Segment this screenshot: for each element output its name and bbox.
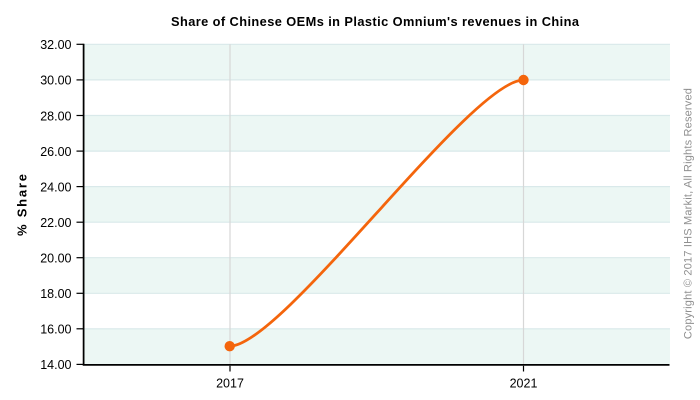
svg-text:24.00: 24.00: [40, 180, 71, 194]
svg-text:2017: 2017: [216, 377, 244, 391]
svg-text:16.00: 16.00: [40, 323, 71, 337]
svg-text:Copyright © 2017 IHS Markit, A: Copyright © 2017 IHS Markit, All Rights …: [683, 88, 695, 339]
svg-text:32.00: 32.00: [40, 38, 71, 52]
svg-text:18.00: 18.00: [40, 287, 71, 301]
svg-text:2021: 2021: [510, 377, 538, 391]
svg-text:% Share: % Share: [15, 174, 30, 236]
svg-text:14.00: 14.00: [40, 358, 71, 372]
svg-text:30.00: 30.00: [40, 74, 71, 88]
svg-text:Share of Chinese OEMs in Plast: Share of Chinese OEMs in Plastic Omnium'…: [171, 14, 580, 29]
svg-text:22.00: 22.00: [40, 216, 71, 230]
svg-text:26.00: 26.00: [40, 145, 71, 159]
svg-text:28.00: 28.00: [40, 109, 71, 123]
svg-text:20.00: 20.00: [40, 252, 71, 266]
